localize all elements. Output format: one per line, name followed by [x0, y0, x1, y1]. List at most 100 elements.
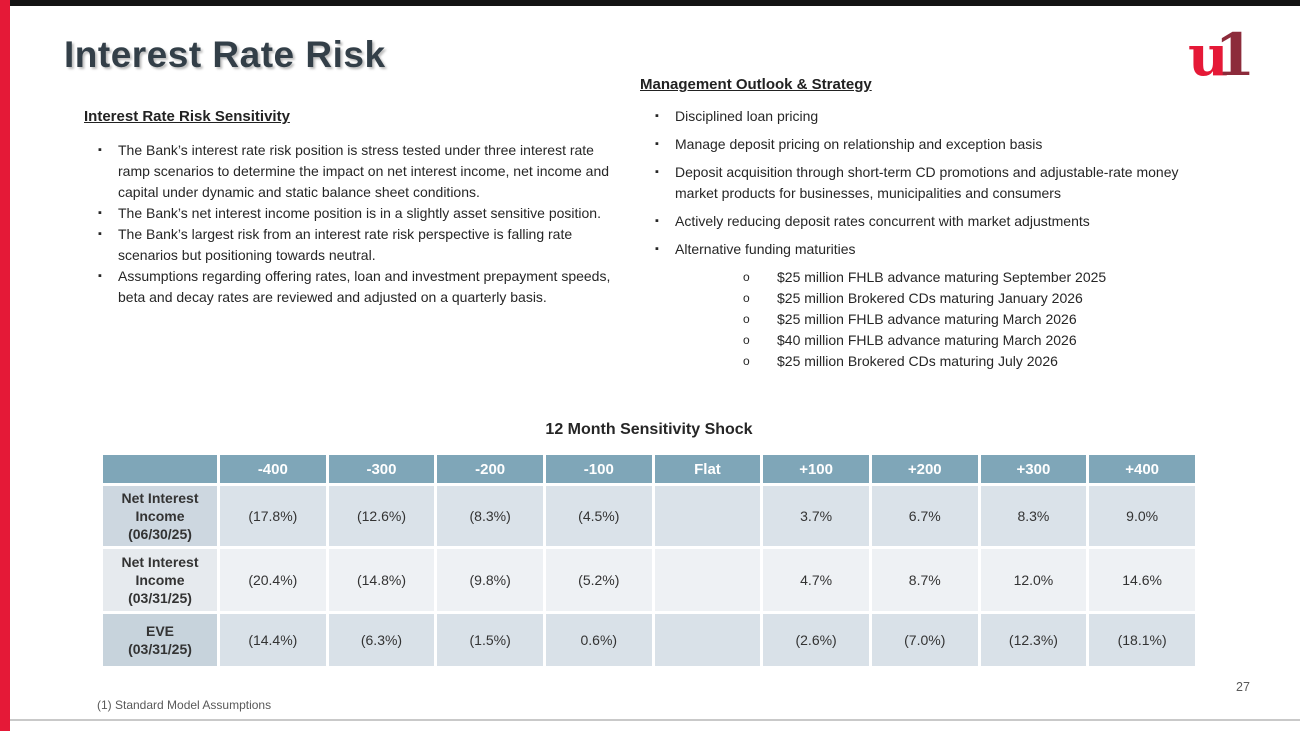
- row-label-cell: Net Interest Income (03/31/25): [100, 546, 220, 614]
- square-bullet-icon: ▪: [98, 228, 102, 240]
- list-item: ▪ The Bank’s interest rate risk position…: [98, 140, 613, 203]
- bullet-text: The Bank’s net interest income position …: [118, 205, 601, 221]
- logo-numeral-1: 1: [1214, 21, 1256, 89]
- column-header: -200: [434, 452, 546, 486]
- sensitivity-table: -400 -300 -200 -100 Flat +100 +200 +300 …: [100, 452, 1198, 669]
- circle-bullet-icon: o: [743, 354, 750, 368]
- table-cell: (18.1%): [1086, 611, 1198, 669]
- table-cell: (12.6%): [325, 483, 438, 549]
- bullet-text: The Bank’s largest risk from an interest…: [118, 226, 573, 263]
- list-item: ▪ Manage deposit pricing on relationship…: [655, 134, 1215, 155]
- column-header: +200: [868, 452, 981, 486]
- table-cell: (20.4%): [217, 546, 329, 614]
- table-row: Net Interest Income (06/30/25) (17.8%) (…: [100, 483, 1198, 549]
- square-bullet-icon: ▪: [655, 138, 659, 150]
- table-cell: 14.6%: [1086, 546, 1198, 614]
- table-cell: (2.6%): [760, 611, 872, 669]
- list-item: ▪ Disciplined loan pricing: [655, 106, 1215, 127]
- table-cell: 12.0%: [977, 546, 1090, 614]
- list-item: ▪ Alternative funding maturities: [655, 239, 1215, 260]
- page-number: 27: [1236, 680, 1250, 694]
- circle-bullet-icon: o: [743, 312, 750, 326]
- row-label-cell: EVE (03/31/25): [100, 611, 220, 669]
- bottom-border-line: [10, 719, 1300, 721]
- sub-list-item: o $25 million FHLB advance maturing Sept…: [743, 267, 1215, 288]
- bullet-text: The Bank’s interest rate risk position i…: [118, 142, 610, 200]
- bullet-text: Actively reducing deposit rates concurre…: [675, 213, 1090, 229]
- table-header-row: -400 -300 -200 -100 Flat +100 +200 +300 …: [100, 452, 1198, 486]
- square-bullet-icon: ▪: [655, 215, 659, 227]
- square-bullet-icon: ▪: [98, 144, 102, 156]
- square-bullet-icon: ▪: [655, 110, 659, 122]
- bullet-text: Disciplined loan pricing: [675, 108, 819, 124]
- list-item: ▪ Actively reducing deposit rates concur…: [655, 211, 1215, 232]
- table-cell: (14.4%): [217, 611, 329, 669]
- column-header: -400: [217, 452, 329, 486]
- bullet-text: Assumptions regarding offering rates, lo…: [118, 268, 611, 305]
- table-cell: (4.5%): [542, 483, 655, 549]
- logo-letter-u: u: [1188, 23, 1229, 89]
- table-cell: (17.8%): [217, 483, 329, 549]
- table-cell: 9.0%: [1086, 483, 1198, 549]
- row-label: EVE: [145, 622, 174, 639]
- table-cell: (9.8%): [434, 546, 546, 614]
- row-label: Net Interest Income: [121, 489, 199, 524]
- table-cell: 6.7%: [868, 483, 981, 549]
- row-date: (03/31/25): [128, 641, 192, 657]
- row-date: (06/30/25): [128, 526, 192, 543]
- table-cell: (5.2%): [542, 546, 655, 614]
- sub-bullet-text: $40 million FHLB advance maturing March …: [777, 332, 1077, 348]
- list-item: ▪ The Bank’s net interest income positio…: [98, 203, 613, 224]
- table-cell: 3.7%: [760, 483, 872, 549]
- row-date: (03/31/25): [128, 590, 192, 607]
- sub-list-item: o $40 million FHLB advance maturing Marc…: [743, 330, 1215, 351]
- sub-bullet-text: $25 million FHLB advance maturing March …: [777, 311, 1077, 327]
- circle-bullet-icon: o: [743, 270, 750, 284]
- table-cell: 8.7%: [868, 546, 981, 614]
- column-header: Flat: [651, 452, 764, 486]
- square-bullet-icon: ▪: [655, 166, 659, 178]
- circle-bullet-icon: o: [743, 333, 750, 347]
- left-accent-bar: [0, 0, 10, 731]
- table-cell: 8.3%: [977, 483, 1090, 549]
- list-item: ▪ Assumptions regarding offering rates, …: [98, 266, 613, 308]
- table-cell: (6.3%): [325, 611, 438, 669]
- left-section-heading: Interest Rate Risk Sensitivity: [84, 108, 290, 125]
- sub-bullet-text: $25 million Brokered CDs maturing July 2…: [777, 353, 1058, 369]
- page-title: Interest Rate Risk: [64, 34, 386, 75]
- sub-bullet-text: $25 million FHLB advance maturing Septem…: [777, 269, 1107, 285]
- row-label: Net Interest Income: [121, 553, 199, 588]
- table-cell: (1.5%): [434, 611, 546, 669]
- table-row: Net Interest Income (03/31/25) (20.4%) (…: [100, 546, 1198, 614]
- table-cell: (7.0%): [868, 611, 981, 669]
- bullet-text: Alternative funding maturities: [675, 241, 856, 257]
- sub-list-item: o $25 million Brokered CDs maturing Janu…: [743, 288, 1215, 309]
- bullet-text: Deposit acquisition through short-term C…: [675, 164, 1179, 201]
- right-bullet-list: ▪ Disciplined loan pricing ▪ Manage depo…: [655, 106, 1215, 372]
- table-corner-cell: [100, 452, 220, 486]
- list-item: ▪ The Bank’s largest risk from an intere…: [98, 224, 613, 266]
- column-header: +400: [1086, 452, 1198, 486]
- company-logo: u1: [1188, 26, 1255, 84]
- sub-list-item: o $25 million Brokered CDs maturing July…: [743, 351, 1215, 372]
- square-bullet-icon: ▪: [98, 270, 102, 282]
- table-cell: 4.7%: [760, 546, 872, 614]
- sub-bullet-text: $25 million Brokered CDs maturing Januar…: [777, 290, 1083, 306]
- table-cell: (12.3%): [977, 611, 1090, 669]
- column-header: -300: [325, 452, 438, 486]
- table-row: EVE (03/31/25) (14.4%) (6.3%) (1.5%) 0.6…: [100, 611, 1198, 669]
- column-header: +100: [760, 452, 872, 486]
- right-section-heading: Management Outlook & Strategy: [640, 76, 872, 93]
- sub-list-item: o $25 million FHLB advance maturing Marc…: [743, 309, 1215, 330]
- column-header: +300: [977, 452, 1090, 486]
- column-header: -100: [542, 452, 655, 486]
- table-cell: (14.8%): [325, 546, 438, 614]
- top-border-line: [10, 0, 1300, 6]
- row-label-cell: Net Interest Income (06/30/25): [100, 483, 220, 549]
- bullet-text: Manage deposit pricing on relationship a…: [675, 136, 1043, 152]
- table-cell: [651, 611, 764, 669]
- table-cell: 0.6%): [542, 611, 655, 669]
- square-bullet-icon: ▪: [98, 207, 102, 219]
- circle-bullet-icon: o: [743, 291, 750, 305]
